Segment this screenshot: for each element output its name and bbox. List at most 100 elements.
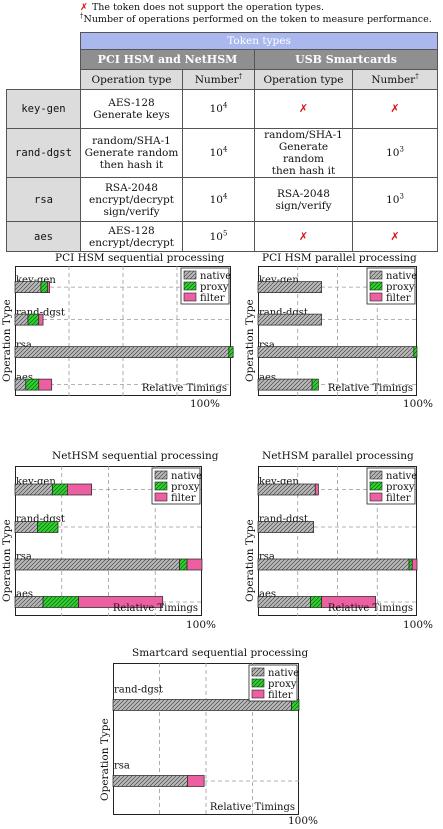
cross-icon: ✗ (298, 229, 309, 243)
chart-nethsm-parallel: key-gen rand-dgst rsa aes native proxy filter R… (257, 466, 418, 616)
chart-title: NetHSM parallel processing (262, 450, 414, 462)
x-max-label: 100% (190, 398, 221, 410)
group-header-pci: PCI HSM and NetHSM (80, 49, 255, 70)
pci-num-cell: 104 (182, 128, 255, 178)
legend-label: proxy (386, 282, 415, 293)
bar-proxy (27, 313, 40, 326)
tick-label: aes (259, 373, 276, 384)
row-name: rsa (6, 177, 81, 222)
notes: ✗ The token does not support the operatio… (80, 2, 432, 26)
x-axis-label: Relative Timings (142, 383, 227, 394)
legend-label: native (200, 271, 231, 282)
usb-op-cell: ✗ (254, 221, 353, 252)
bar-native (14, 378, 27, 391)
legend-label: filter (200, 293, 225, 304)
bar-native (14, 313, 29, 326)
usb-op-cell: random/SHA-1 Generate random then hash it (254, 128, 353, 178)
chart-title: NetHSM sequential processing (52, 450, 219, 462)
legend-swatch (369, 281, 383, 291)
tick-label: aes (259, 589, 276, 600)
bar-filter (67, 483, 93, 496)
y-axis-label: Operation Type (1, 299, 13, 382)
bar-native (14, 521, 38, 533)
usb-op-cell: ✗ (254, 89, 353, 129)
legend-swatch (154, 470, 168, 480)
legend-label: proxy (268, 679, 297, 690)
usb-op-cell: RSA-2048 sign/verify (254, 177, 353, 222)
bar-native (257, 558, 410, 571)
pci-op-cell: AES-128 Generate keys (80, 89, 183, 129)
bar-native (257, 378, 313, 391)
legend-label: filter (386, 293, 411, 304)
usb-num-cell: 103 (351, 177, 439, 222)
tick-label: aes (16, 589, 33, 600)
pci-num-cell: 104 (182, 89, 255, 129)
note-cross-text: The token does not support the operation… (91, 2, 325, 13)
tick-label: rsa (16, 340, 32, 351)
bar-proxy (408, 558, 413, 571)
bar-filter (78, 596, 164, 608)
chart-title: PCI HSM parallel processing (262, 252, 417, 264)
y-axis-label: Operation Type (244, 519, 256, 602)
bar-filter (47, 281, 50, 293)
bar-native (257, 346, 415, 358)
group-header-usb: USB Smartcards (253, 49, 439, 70)
tick-label: rand-dgst (16, 308, 65, 319)
pci-num-cell: 105 (182, 221, 255, 252)
legend-label: native (171, 471, 202, 482)
tick-label: rsa (259, 340, 275, 351)
bar-filter (38, 313, 44, 326)
x-max-label: 100% (288, 815, 319, 827)
dagger-icon: † (80, 11, 84, 20)
col-number-pci: Number† (182, 69, 255, 90)
legend-swatch (369, 270, 383, 280)
tick-label: rand-dgst (114, 684, 163, 695)
y-axis-label: Operation Type (99, 718, 111, 801)
tick-label: key-gen (259, 477, 299, 488)
cross-icon: ✗ (390, 102, 400, 115)
bar-proxy (311, 378, 319, 391)
y-axis-label: Operation Type (1, 519, 13, 602)
usb-num-cell: ✗ (351, 89, 439, 129)
y-axis-label: Operation Type (244, 299, 256, 382)
tick-label: rsa (259, 552, 275, 563)
legend-label: proxy (200, 282, 229, 293)
note-cross: ✗ The token does not support the operatio… (80, 2, 432, 14)
token-types-header: Token types (79, 32, 439, 50)
row-name: rand-dgst (6, 128, 81, 178)
bar-proxy (228, 346, 234, 358)
tick-label: key-gen (16, 275, 56, 286)
bar-native (257, 521, 315, 533)
table-row: key-gen AES-128 Generate keys 104 ✗ ✗ (6, 89, 439, 129)
col-number-usb: Number† (351, 69, 439, 90)
pci-op-cell: random/SHA-1 Generate random then hash it (80, 128, 183, 178)
cross-icon: ✗ (80, 2, 88, 13)
chart-nethsm-sequential: key-gen rand-dgst rsa aes native proxy filter R… (14, 466, 203, 616)
legend-swatch (369, 292, 383, 302)
col-op-type-usb: Operation type (254, 69, 353, 90)
pci-op-cell: AES-128 encrypt/decrypt (80, 221, 183, 252)
tick-label: rand-dgst (259, 514, 308, 525)
bar-filter (187, 775, 205, 787)
bar-proxy (40, 281, 48, 293)
x-max-label: 100% (403, 619, 434, 631)
pci-num-cell: 104 (182, 177, 255, 222)
bar-native (14, 558, 180, 571)
cross-icon: ✗ (390, 229, 400, 243)
bar-native (14, 346, 230, 358)
table-row: rand-dgst random/SHA-1 Generate random the… (6, 128, 439, 178)
row-name: aes (6, 221, 81, 252)
bar-native (257, 483, 316, 496)
table-row: aes AES-128 encrypt/decrypt 105 ✗ ✗ (6, 221, 439, 252)
legend-label: native (386, 471, 417, 482)
note-dagger-text: Number of operations performed on the to… (83, 14, 432, 25)
col-op-type-pci: Operation type (80, 69, 183, 90)
chart-pci-parallel: key-gen rand-dgst rsa aes native proxy filter R… (257, 266, 418, 396)
bar-filter (411, 558, 418, 571)
